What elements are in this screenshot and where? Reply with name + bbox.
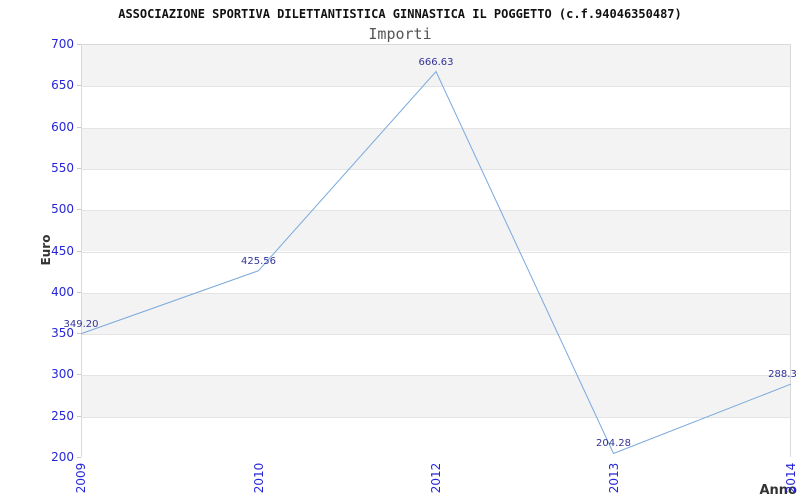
- y-tick-mark: [77, 209, 81, 211]
- gridline: [82, 251, 790, 253]
- gridline: [82, 168, 790, 170]
- y-tick-label: 300: [51, 367, 74, 382]
- y-tick-label: 250: [51, 408, 74, 423]
- grid-band: [82, 375, 790, 417]
- point-label: 204.28: [596, 438, 631, 450]
- grid-band: [82, 251, 790, 293]
- y-tick-mark: [77, 85, 81, 87]
- grid-band: [82, 416, 790, 458]
- y-tick-mark: [77, 333, 81, 335]
- y-tick-mark: [77, 457, 81, 458]
- gridline: [82, 292, 790, 294]
- gridline: [82, 127, 790, 129]
- y-tick-mark: [77, 126, 81, 128]
- x-tick-label: 2009: [74, 462, 88, 494]
- y-tick-label: 200: [51, 450, 74, 464]
- gridline: [82, 86, 790, 88]
- y-tick-mark: [77, 44, 81, 45]
- y-tick-label: 550: [51, 160, 74, 175]
- grid-band: [82, 210, 790, 252]
- gridline: [82, 334, 790, 336]
- y-tick-label: 500: [51, 202, 74, 217]
- y-tick-label: 650: [51, 78, 74, 93]
- grid-band: [82, 168, 790, 211]
- gridline: [82, 375, 790, 377]
- chart-subtitle: Importi: [368, 25, 432, 43]
- gridline: [82, 210, 790, 212]
- y-tick-mark: [77, 250, 81, 252]
- x-tick-label: 2012: [429, 462, 443, 494]
- grid-band: [82, 334, 790, 376]
- point-label: 349.20: [63, 318, 99, 330]
- grid-band: [82, 127, 790, 169]
- x-tick-label: 2010: [251, 462, 266, 494]
- data-line: [80, 70, 792, 455]
- y-tick-label: 350: [51, 326, 74, 341]
- x-axis-title: Anno: [759, 483, 797, 498]
- y-tick-label: 600: [51, 119, 74, 134]
- plot-area: [81, 44, 791, 458]
- y-tick-label: 400: [51, 284, 74, 299]
- chart-title: ASSOCIAZIONE SPORTIVA DILETTANTISTICA GI…: [118, 7, 682, 21]
- point-label: 425.56: [241, 255, 276, 267]
- grid-band: [82, 292, 790, 335]
- data-line-svg: [80, 70, 792, 455]
- y-tick-mark: [77, 374, 81, 376]
- point-label: 288.3: [768, 369, 797, 381]
- point-label: 666.63: [418, 56, 454, 68]
- grid-band: [82, 86, 790, 128]
- x-tick-label: 2014: [784, 462, 798, 494]
- y-tick-mark: [77, 291, 81, 293]
- gridline: [82, 416, 790, 418]
- y-tick-mark: [77, 167, 81, 169]
- y-tick-label: 450: [51, 243, 74, 258]
- y-tick-mark: [77, 415, 81, 417]
- grid-band: [82, 45, 790, 87]
- x-tick-label: 2013: [606, 462, 621, 494]
- y-tick-label: 700: [51, 37, 74, 51]
